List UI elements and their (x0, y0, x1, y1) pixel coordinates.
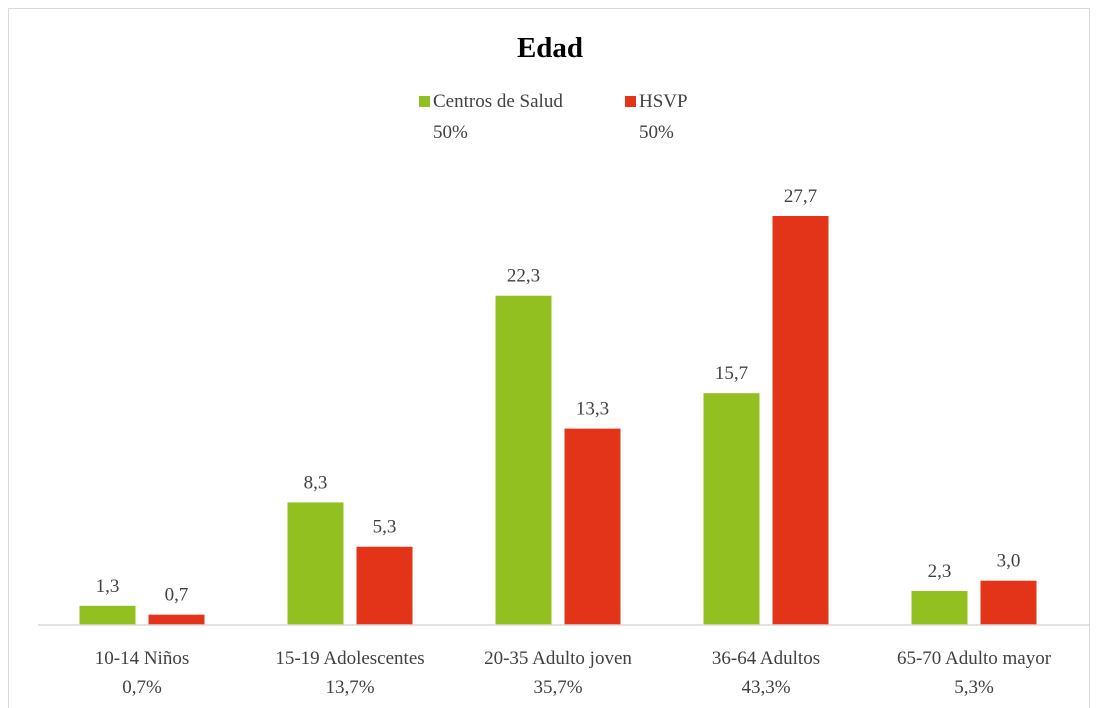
legend-entry-sub: 50% (433, 122, 468, 143)
x-tick-label-sub: 13,7% (325, 677, 374, 698)
x-tick-label: 20-35 Adulto joven (484, 648, 632, 669)
data-label: 1,3 (96, 576, 120, 597)
data-label: 0,7 (165, 585, 189, 606)
legend-entry: Centros de Salud (433, 91, 563, 112)
legend: Centros de Salud 50% HSVP 50% (419, 91, 688, 143)
bar (564, 428, 621, 625)
data-label: 27,7 (784, 186, 817, 207)
data-label: 15,7 (715, 363, 748, 384)
data-label: 22,3 (507, 266, 540, 287)
legend-swatch (625, 96, 636, 107)
data-label: 8,3 (304, 472, 328, 493)
x-tick-label: 65-70 Adulto mayor (897, 648, 1052, 669)
data-label: 2,3 (928, 561, 952, 582)
x-tick-label-sub: 35,7% (533, 677, 582, 698)
bar (148, 614, 205, 625)
x-tick-label-sub: 0,7% (122, 677, 162, 698)
legend-swatch (419, 96, 430, 107)
bar (356, 546, 413, 625)
x-tick-label: 10-14 Niños (95, 648, 189, 669)
bars-group: 1,3 0,7 8,3 5,3 22,3 13,3 15,7 27,7 2,3 3,0 (79, 186, 1037, 625)
bar (772, 216, 829, 625)
legend-entry: HSVP (639, 91, 688, 112)
bar (703, 393, 760, 625)
x-tick-label: 36-64 Adultos (712, 648, 820, 669)
bar (980, 580, 1037, 625)
bar (911, 591, 968, 625)
bar (495, 295, 552, 625)
chart-frame (8, 8, 1090, 708)
bar (79, 605, 136, 625)
x-tick-label-sub: 5,3% (954, 677, 994, 698)
data-label: 3,0 (997, 551, 1021, 572)
bar (287, 502, 344, 625)
data-label: 13,3 (576, 399, 609, 420)
x-tick-labels: 10-14 Niños 0,7% 15-19 Adolescentes 13,7% 20… (95, 648, 1052, 698)
legend-entry-sub: 50% (639, 122, 674, 143)
x-tick-label-sub: 43,3% (741, 677, 790, 698)
x-tick-label: 15-19 Adolescentes (275, 648, 424, 669)
data-label: 5,3 (373, 517, 397, 538)
chart-title: Edad (517, 32, 583, 64)
